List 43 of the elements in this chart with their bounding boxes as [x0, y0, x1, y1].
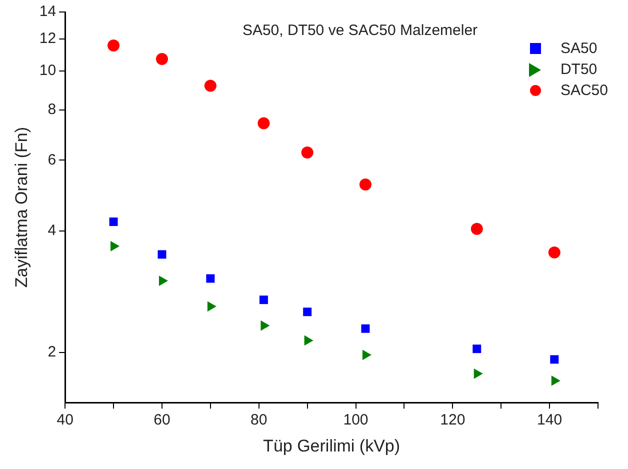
point — [158, 250, 166, 259]
point — [548, 246, 560, 258]
point — [304, 335, 314, 346]
point — [470, 222, 483, 235]
y-tick-label: 4 — [48, 222, 56, 240]
point — [260, 320, 270, 331]
point — [474, 368, 483, 379]
point — [362, 350, 372, 360]
x-tick-label: 80 — [250, 412, 268, 429]
y-tick-label: 12 — [39, 30, 56, 48]
point — [551, 376, 560, 386]
x-tick-label: 40 — [56, 412, 74, 429]
point — [108, 39, 120, 52]
point — [158, 276, 168, 286]
point — [361, 324, 370, 333]
y-tick-label: 8 — [48, 101, 56, 118]
x-tick-label: 60 — [154, 412, 170, 429]
point — [204, 80, 216, 92]
point — [110, 240, 120, 252]
y-axis-title: Zayiflatma Orani (Fn) — [12, 127, 31, 288]
y-tick-label: 6 — [48, 151, 56, 168]
x-tick-label: 100 — [343, 412, 368, 429]
point — [156, 53, 168, 66]
x-axis-title: Tüp Gerilimi (kVp) — [263, 436, 400, 456]
legend-label: SA50 — [560, 40, 598, 57]
x-tick-label: 140 — [537, 412, 562, 429]
y-tick-label: 10 — [39, 62, 56, 79]
legend-label: SAC50 — [560, 82, 608, 99]
point — [109, 217, 118, 226]
point — [259, 296, 268, 304]
point — [472, 344, 482, 354]
point — [359, 178, 372, 191]
legend-label: DT50 — [560, 61, 598, 78]
point — [206, 274, 215, 283]
text: SA50, DT50 ve SAC50 Malzemeler — [241, 22, 479, 39]
point — [258, 117, 270, 130]
point — [303, 308, 312, 316]
x-tick-label: 120 — [440, 412, 466, 429]
y-tick-label: 2 — [48, 343, 56, 360]
point — [207, 301, 216, 312]
point — [301, 146, 314, 158]
point — [550, 355, 559, 364]
y-tick-label: 14 — [39, 3, 56, 20]
